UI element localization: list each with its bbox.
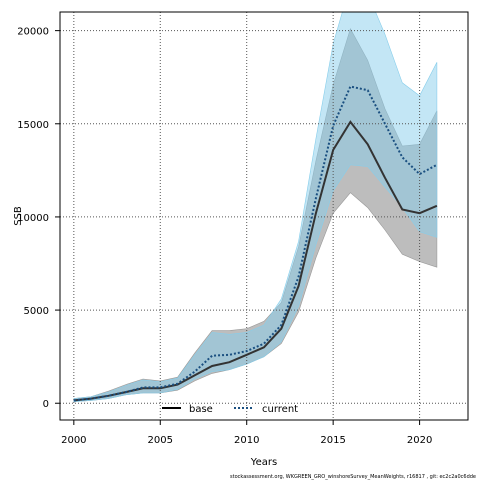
x-tick-label-2020: 2020 bbox=[407, 435, 432, 446]
confidence-bands bbox=[73, 12, 438, 403]
line-current bbox=[73, 85, 438, 402]
x-axis-title: Years bbox=[250, 457, 277, 468]
x-tick-label-2000: 2000 bbox=[61, 435, 86, 446]
legend-label-base: base bbox=[189, 404, 213, 415]
footer-note: stockassessment.org, WKGREEN_GRO_winshor… bbox=[230, 474, 476, 480]
x-tick-label-2010: 2010 bbox=[234, 435, 259, 446]
series-lines bbox=[73, 85, 438, 402]
y-tick-label-15000: 15000 bbox=[17, 120, 49, 131]
legend-label-current: current bbox=[262, 404, 298, 415]
y-axis-title: SSB bbox=[13, 206, 24, 226]
band-current bbox=[73, 12, 438, 403]
x-tick-label-2015: 2015 bbox=[320, 435, 345, 446]
y-tick-label-10000: 10000 bbox=[17, 213, 49, 224]
y-tick-label-5000: 5000 bbox=[24, 306, 49, 317]
y-tick-label-20000: 20000 bbox=[17, 27, 49, 38]
x-tick-label-2005: 2005 bbox=[148, 435, 173, 446]
axes: 2000 2005 2010 2015 2020 0 5000 10000 15000 20000 bbox=[17, 11, 469, 446]
legend: base current bbox=[162, 404, 298, 415]
plot-frame bbox=[59, 11, 469, 421]
y-tick-label-0: 0 bbox=[43, 399, 49, 410]
